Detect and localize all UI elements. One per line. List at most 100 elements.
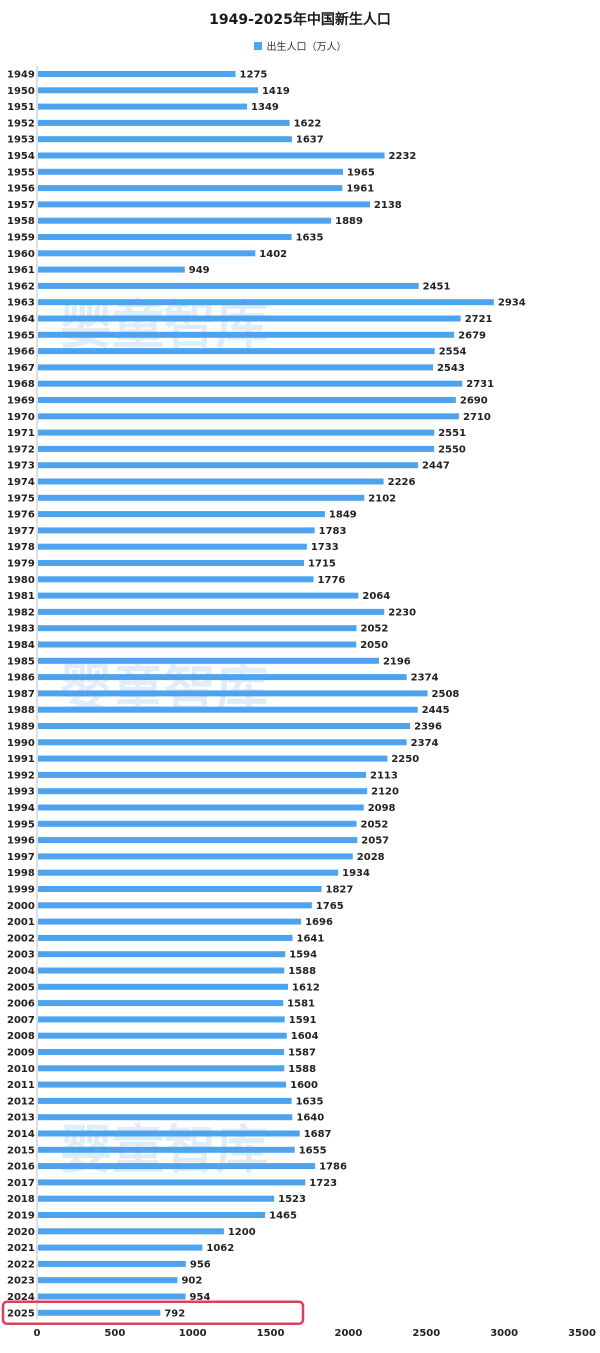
bar	[38, 478, 384, 485]
bar	[38, 690, 428, 697]
data-label: 1849	[329, 510, 357, 521]
category-tick-label: 1951	[7, 102, 35, 113]
data-label: 1637	[296, 135, 324, 146]
bar	[38, 234, 292, 240]
bar	[38, 1114, 293, 1121]
bar	[38, 152, 385, 159]
category-tick-label: 1986	[7, 673, 35, 684]
category-tick-label: 1991	[7, 754, 35, 765]
bar	[38, 723, 411, 729]
category-tick-label: 1988	[7, 705, 35, 716]
category-tick-label: 2014	[7, 1129, 35, 1140]
category-tick-label: 1998	[7, 868, 35, 879]
category-tick-label: 2022	[7, 1259, 35, 1270]
category-tick-label: 2008	[7, 1031, 35, 1042]
data-label: 1604	[291, 1031, 319, 1042]
data-label: 1696	[305, 917, 333, 928]
category-tick-label: 2017	[7, 1178, 35, 1189]
data-label: 954	[190, 1292, 211, 1303]
bar	[38, 625, 357, 632]
bar	[38, 168, 343, 175]
data-label: 1523	[278, 1194, 306, 1205]
bar	[38, 1000, 284, 1007]
category-tick-label: 1975	[7, 493, 35, 504]
data-label: 1765	[316, 901, 344, 912]
bar	[38, 331, 455, 338]
category-tick-label: 1990	[7, 738, 35, 749]
category-tick-label: 1999	[7, 885, 35, 896]
category-tick-label: 1997	[7, 852, 35, 863]
data-label: 2451	[423, 281, 451, 292]
data-label: 956	[190, 1259, 211, 1270]
bar	[38, 250, 256, 257]
data-label: 2113	[370, 770, 398, 781]
data-label: 1965	[347, 167, 375, 178]
data-label: 2721	[465, 314, 493, 325]
data-label: 1200	[228, 1227, 256, 1238]
bar	[38, 755, 388, 762]
data-label: 1402	[259, 249, 287, 260]
category-tick-label: 1978	[7, 542, 35, 553]
bar	[38, 543, 307, 550]
x-tick-label: 1000	[179, 1328, 207, 1339]
bar	[38, 103, 248, 110]
bar	[38, 869, 339, 876]
data-label: 2550	[438, 444, 466, 455]
data-label: 2374	[411, 673, 439, 684]
data-label: 1600	[290, 1080, 318, 1091]
bar	[38, 397, 456, 403]
bar	[38, 527, 315, 534]
bar	[38, 1179, 306, 1186]
bar	[38, 886, 322, 892]
bar	[38, 902, 312, 909]
category-tick-label: 1966	[7, 347, 35, 358]
x-tick-label: 3000	[490, 1328, 518, 1339]
bar	[38, 429, 435, 436]
category-tick-label: 1962	[7, 281, 35, 292]
category-tick-label: 1989	[7, 722, 35, 733]
bar	[38, 1097, 292, 1104]
category-tick-label: 1972	[7, 444, 35, 455]
data-label: 1587	[288, 1048, 316, 1059]
bar	[38, 576, 314, 583]
data-label: 1640	[296, 1113, 324, 1124]
category-tick-label: 1954	[7, 151, 35, 162]
category-tick-label: 2024	[7, 1292, 35, 1303]
data-label: 2050	[360, 640, 388, 651]
category-tick-label: 1974	[7, 477, 35, 488]
category-tick-label: 2013	[7, 1113, 35, 1124]
category-tick-label: 1956	[7, 184, 35, 195]
data-label: 1655	[299, 1145, 327, 1156]
data-label: 1419	[262, 86, 290, 97]
data-label: 1581	[287, 999, 315, 1010]
category-tick-label: 2003	[7, 950, 35, 961]
bar	[38, 299, 494, 306]
data-label: 2102	[368, 493, 396, 504]
category-tick-label: 2007	[7, 1015, 35, 1026]
data-label: 2731	[466, 379, 494, 390]
bar	[38, 201, 370, 208]
highlight-box	[1, 1300, 305, 1326]
category-tick-label: 1958	[7, 216, 35, 227]
data-label: 1723	[309, 1178, 337, 1189]
category-tick-label: 1985	[7, 656, 35, 667]
category-tick-label: 1969	[7, 396, 35, 407]
data-label: 1715	[308, 559, 336, 570]
bar	[38, 560, 305, 566]
bar	[38, 380, 463, 387]
bar	[38, 951, 286, 958]
chart-legend: 出生人口（万人）	[0, 38, 600, 53]
bar	[38, 511, 325, 518]
data-label: 1783	[319, 526, 347, 537]
bar	[38, 837, 358, 844]
bar	[38, 918, 302, 925]
data-label: 2226	[388, 477, 416, 488]
bar	[38, 1146, 295, 1153]
x-tick-label: 2500	[412, 1328, 440, 1339]
data-label: 2551	[438, 428, 466, 439]
category-tick-label: 1987	[7, 689, 35, 700]
category-tick-label: 1993	[7, 787, 35, 798]
category-tick-label: 2019	[7, 1211, 35, 1222]
bar	[38, 1277, 178, 1284]
